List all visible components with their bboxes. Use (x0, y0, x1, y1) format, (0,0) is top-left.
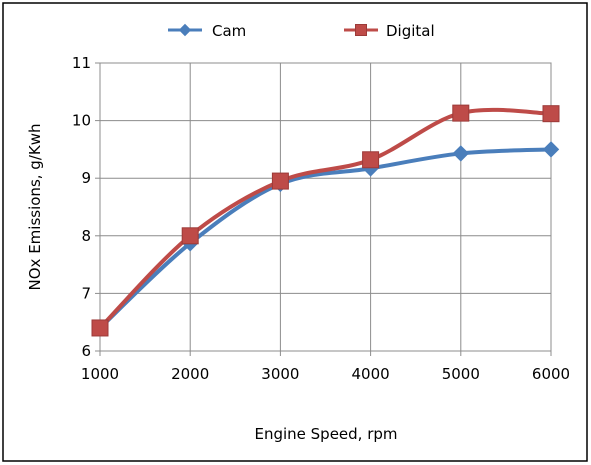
x-tick-label: 6000 (532, 365, 570, 383)
data-point-digital (91, 319, 109, 337)
legend-item-cam: Cam (168, 22, 246, 40)
data-point-cam (452, 145, 470, 162)
x-tick-label: 5000 (442, 365, 480, 383)
x-tick-label: 3000 (261, 365, 299, 383)
y-tick-label: 8 (81, 227, 91, 245)
data-point-digital (181, 227, 199, 245)
series-layer (91, 104, 560, 337)
x-tick-label: 4000 (352, 365, 390, 383)
plot-area (99, 62, 552, 352)
legend: Cam Digital (168, 22, 435, 40)
data-point-digital (452, 104, 470, 122)
legend-swatch-marker (355, 24, 367, 36)
y-tick-label: 7 (81, 284, 91, 302)
x-axis: 1000 2000 3000 4000 5000 6000 (81, 351, 570, 383)
x-tick-label: 2000 (171, 365, 209, 383)
data-point-digital (362, 151, 380, 169)
legend-item-digital: Digital (344, 22, 435, 40)
grid (99, 62, 552, 352)
y-axis: 6 7 8 9 10 11 (72, 54, 100, 360)
series-digital (91, 104, 560, 337)
y-tick-label: 9 (81, 169, 91, 187)
x-axis-title: Engine Speed, rpm (254, 425, 397, 443)
y-tick-label: 6 (81, 342, 91, 360)
x-tick-label: 1000 (81, 365, 119, 383)
legend-label: Cam (212, 22, 246, 40)
data-point-digital (271, 172, 289, 190)
y-axis-title: NOx Emissions, g/Kwh (26, 124, 44, 291)
legend-label: Digital (386, 22, 435, 40)
data-point-cam (542, 141, 560, 158)
data-point-digital (542, 105, 560, 123)
legend-swatch-marker (178, 23, 192, 37)
y-tick-label: 11 (72, 54, 91, 72)
y-tick-label: 10 (72, 112, 91, 130)
